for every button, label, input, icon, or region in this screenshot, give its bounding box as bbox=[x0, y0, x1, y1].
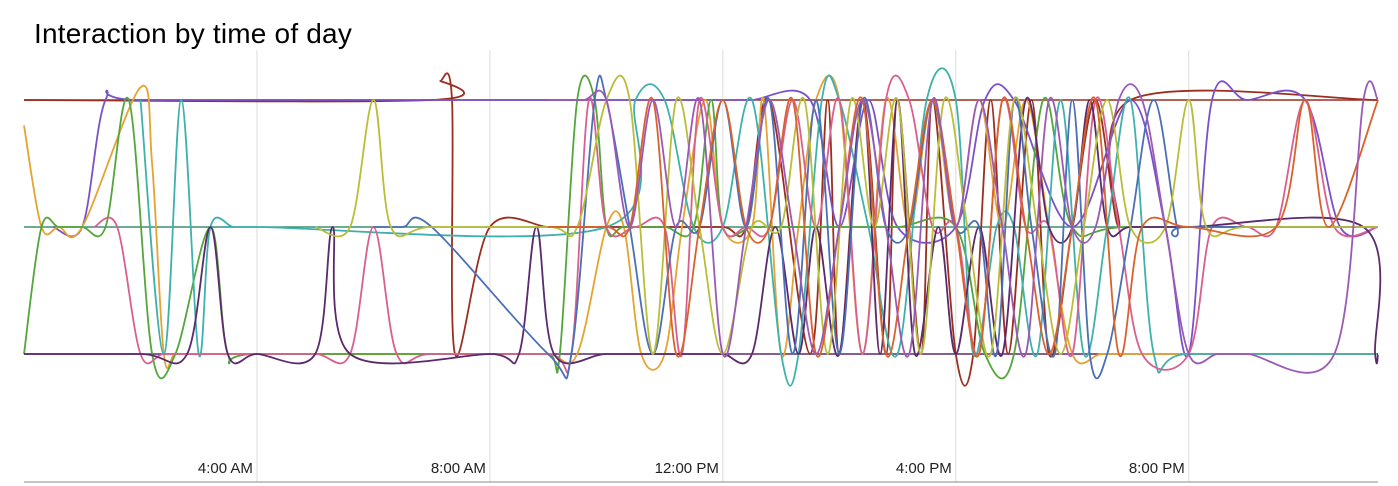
series-line-5 bbox=[139, 67, 1378, 387]
series-group bbox=[23, 67, 1382, 387]
x-tick-label: 4:00 AM bbox=[198, 460, 253, 477]
series-line-7 bbox=[23, 96, 1382, 365]
series-line-6 bbox=[93, 74, 1379, 374]
series-line-11 bbox=[548, 80, 1379, 374]
series-line-10 bbox=[548, 96, 1379, 358]
x-tick-label: 4:00 PM bbox=[896, 460, 952, 477]
chart-title: Interaction by time of day bbox=[34, 18, 353, 49]
x-tick-label: 8:00 PM bbox=[1129, 460, 1185, 477]
x-tick-label: 12:00 PM bbox=[655, 460, 719, 477]
series-line-9 bbox=[314, 74, 1378, 358]
x-tick-label: 8:00 AM bbox=[431, 460, 486, 477]
series-line-2 bbox=[52, 80, 1379, 358]
grid bbox=[24, 50, 1378, 482]
x-tick-labels: 4:00 AM 8:00 AM 12:00 PM 4:00 PM 8:00 PM bbox=[198, 460, 1185, 477]
